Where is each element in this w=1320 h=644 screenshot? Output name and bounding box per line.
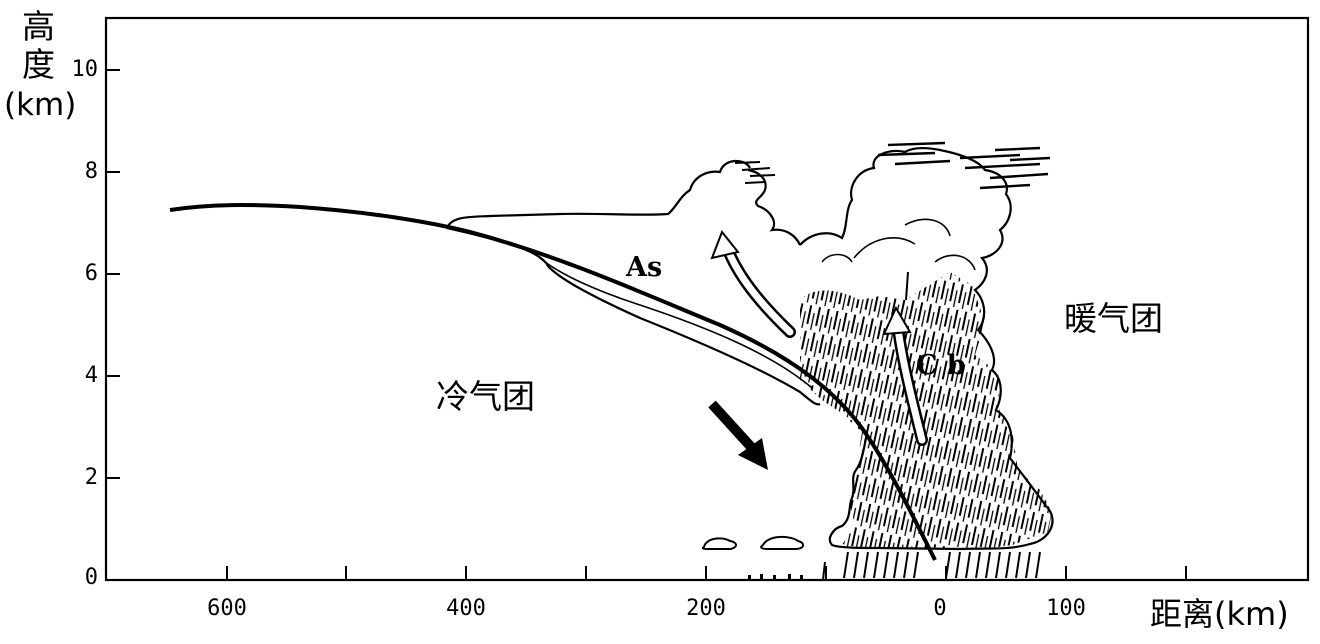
- cumulonimbus-precipitation-hatching: [800, 272, 1052, 548]
- warm-air-mass-label: 暖气团: [1064, 299, 1163, 338]
- frontal-surface-line: [169, 203, 937, 561]
- y-axis-label-unit: (km): [4, 87, 77, 123]
- y-tick-label: 4: [84, 363, 98, 388]
- x-tick-label: 100: [1046, 596, 1086, 621]
- y-tick-label: 2: [84, 465, 98, 490]
- cold-air-downdraft-arrow: [708, 400, 768, 470]
- warm-air-updraft-arrow-as: [710, 230, 796, 338]
- y-axis-label-line1: 高: [22, 7, 55, 46]
- altostratus-label: As: [626, 252, 663, 283]
- x-tick-label: 600: [207, 596, 247, 621]
- rain-below-cloud-base: [822, 271, 1041, 581]
- warm-air-updraft-arrow-cb: [882, 305, 928, 446]
- y-tick-label: 10: [71, 57, 99, 82]
- altostratus-cirrus-streaks: [734, 161, 776, 184]
- drizzle-marks: [748, 574, 803, 579]
- x-tick-label: 200: [686, 596, 726, 621]
- altostratus-lower-edge: [539, 257, 813, 389]
- x-axis-ticks: [226, 566, 1187, 580]
- y-tick-label: 8: [84, 159, 98, 184]
- x-axis-label: 距离(km): [1150, 595, 1289, 633]
- cumulonimbus-label: C b: [916, 350, 966, 381]
- y-tick-label: 0: [84, 565, 98, 590]
- y-axis-ticks: [106, 69, 120, 581]
- y-axis-label-line2: 度: [22, 45, 55, 84]
- x-tick-label: 0: [933, 596, 947, 621]
- cumulonimbus-inner-outline: [821, 218, 976, 271]
- small-cloud-right: [760, 535, 804, 550]
- cumulonimbus-anvil-streaks: [877, 141, 1051, 190]
- y-tick-label: 6: [84, 261, 98, 286]
- cold-air-mass-label: 冷气团: [436, 377, 535, 416]
- small-cloud-left: [701, 537, 737, 550]
- x-tick-label: 400: [446, 596, 486, 621]
